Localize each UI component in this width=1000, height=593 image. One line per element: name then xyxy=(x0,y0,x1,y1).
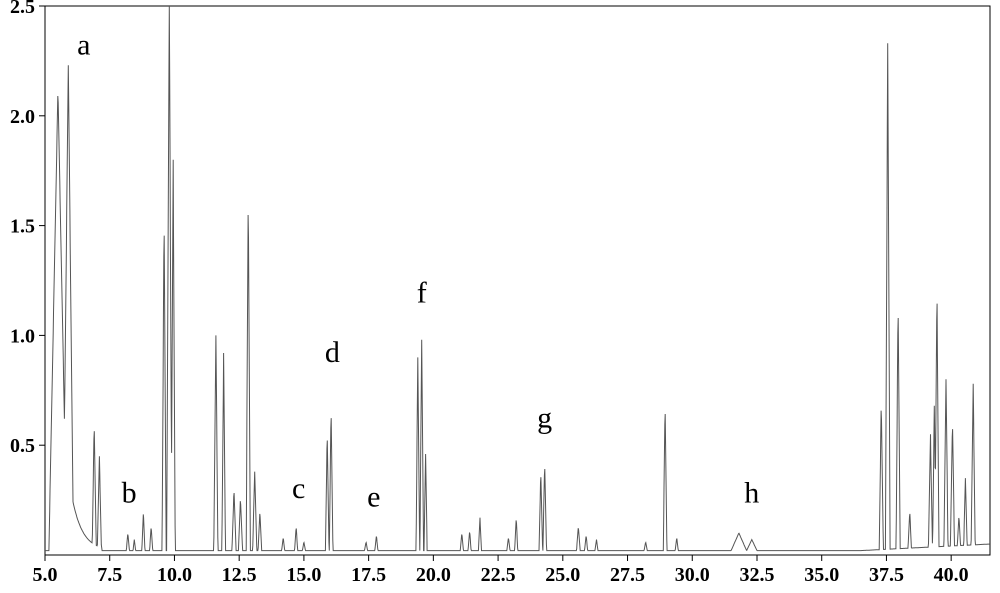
x-tick-label: 15.0 xyxy=(286,564,321,586)
peak-label-h: h xyxy=(744,476,759,509)
x-tick-label: 22.5 xyxy=(481,564,516,586)
y-tick-label: 1.0 xyxy=(10,325,35,347)
x-tick-label: 30.0 xyxy=(675,564,710,586)
y-tick-label: 1.5 xyxy=(10,216,35,238)
x-tick-label: 20.0 xyxy=(416,564,451,586)
peak-label-b: b xyxy=(122,476,137,509)
x-tick-label: 27.5 xyxy=(610,564,645,586)
peak-label-d: d xyxy=(325,336,340,369)
chromatogram-trace xyxy=(45,6,990,551)
chart-svg: 0.5 1.0 1.5 2.0 2.5 5.0 7.5 10.0 12.5 15.0 17.5 20.… xyxy=(0,0,1000,593)
x-tick-label: 10.0 xyxy=(157,564,192,586)
chromatogram-chart: 0.5 1.0 1.5 2.0 2.5 5.0 7.5 10.0 12.5 15.0 17.5 20.… xyxy=(0,0,1000,593)
y-tick-label: 2.0 xyxy=(10,106,35,128)
x-tick-label: 35.0 xyxy=(804,564,839,586)
x-tick-label: 17.5 xyxy=(351,564,386,586)
peak-label-e: e xyxy=(367,481,380,514)
y-tick-label: 0.5 xyxy=(10,435,35,457)
peak-label-f: f xyxy=(417,276,427,309)
x-tick-label: 25.0 xyxy=(545,564,580,586)
y-tick-label: 2.5 xyxy=(10,0,35,18)
peak-label-c: c xyxy=(292,472,305,505)
peak-label-g: g xyxy=(537,402,552,435)
x-tick-label: 37.5 xyxy=(869,564,904,586)
x-tick-label: 12.5 xyxy=(222,564,257,586)
peak-label-a: a xyxy=(77,28,90,61)
x-tick-label: 7.5 xyxy=(97,564,122,586)
x-tick-label: 5.0 xyxy=(33,564,58,586)
x-tick-label: 32.5 xyxy=(739,564,774,586)
x-tick-label: 40.0 xyxy=(934,564,969,586)
